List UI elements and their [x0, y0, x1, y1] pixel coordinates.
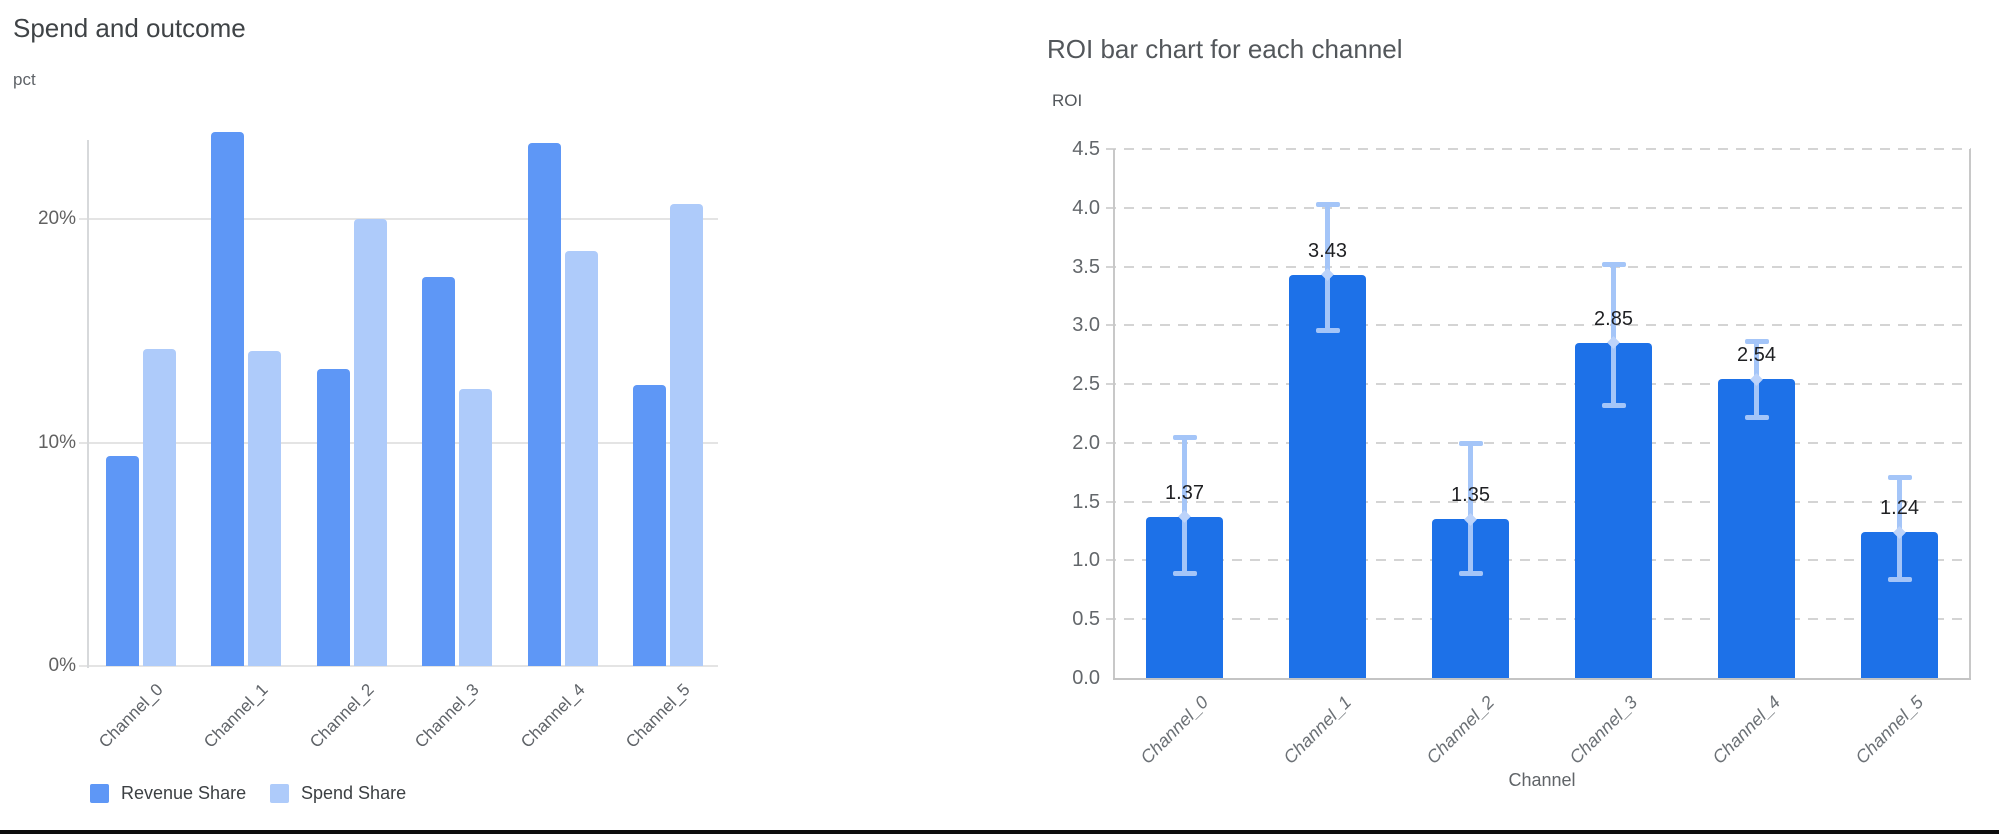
error-bar-line-Channel_3: [1611, 264, 1616, 406]
right-y-tick-label: 2.5: [1072, 373, 1100, 396]
right-x-axis-title: Channel: [1508, 770, 1576, 790]
spend-share-bar-Channel_0[interactable]: [142, 348, 176, 666]
spend-share-bar-Channel_3[interactable]: [459, 389, 493, 666]
error-bar-top-cap-Channel_1: [1315, 202, 1340, 208]
error-bar-bottom-cap-Channel_1: [1315, 328, 1340, 334]
revenue-share-bar-Channel_3[interactable]: [422, 277, 456, 666]
right-plot-left-border: [1113, 149, 1115, 678]
right-gridline-2.5: [1106, 383, 1971, 386]
error-bar-bottom-cap-Channel_4: [1744, 415, 1769, 421]
roi-value-label-Channel_4: 2.54: [1737, 344, 1776, 367]
right-gridline-0.5: [1106, 618, 1971, 621]
right-y-tick-label: 3.0: [1072, 314, 1100, 337]
error-bar-top-cap-Channel_5: [1887, 474, 1912, 480]
roi-value-label-Channel_2: 1.35: [1451, 484, 1490, 507]
right-x-axis-line: [1113, 678, 1971, 680]
legend-item-spend-share: Spend Share: [270, 783, 406, 804]
left-chart-title: Spend and outcome: [13, 13, 246, 43]
error-bar-bottom-cap-Channel_0: [1172, 571, 1197, 577]
revenue-share-bar-Channel_4[interactable]: [527, 143, 561, 666]
left-y-tick-label: 20%: [37, 208, 76, 230]
right-gridline-3.0: [1106, 324, 1971, 327]
revenue-share-bar-Channel_5[interactable]: [633, 384, 667, 666]
roi-chart: ROI bar chart for each channel ROI 0.0 0.…: [1000, 0, 1999, 838]
legend-item-revenue-share: Revenue Share: [90, 783, 246, 804]
right-y-tick-label: 1.5: [1072, 490, 1100, 513]
spend-share-bar-Channel_2[interactable]: [353, 219, 387, 666]
left-chart-legend: Revenue Share Spend Share: [0, 0, 780, 838]
roi-value-label-Channel_0: 1.37: [1165, 481, 1204, 504]
revenue-share-bar-Channel_1[interactable]: [211, 132, 245, 666]
right-y-tick-label: 2.0: [1072, 431, 1100, 454]
right-gridline-2.0: [1106, 441, 1971, 444]
roi-value-label-Channel_3: 2.85: [1594, 307, 1633, 330]
roi-bar-Channel_1[interactable]: [1289, 274, 1366, 678]
right-y-tick-label: 3.5: [1072, 255, 1100, 278]
roi-value-label-Channel_5: 1.24: [1880, 497, 1919, 520]
spend-legend-swatch-icon: [270, 784, 289, 803]
spend-share-bar-Channel_5[interactable]: [670, 203, 704, 666]
spend-share-bar-Channel_4[interactable]: [564, 250, 598, 666]
right-y-tick-label: 0.0: [1072, 667, 1100, 689]
left-y-tick-label: 0%: [48, 655, 76, 676]
spend-outcome-chart: Spend and outcome pct 0% 10% 20% Channel_0 C…: [0, 0, 780, 838]
bottom-border-line: [0, 830, 1999, 834]
right-gridline-1.0: [1106, 559, 1971, 562]
legend-label: Revenue Share: [121, 783, 247, 803]
error-bar-top-cap-Channel_3: [1601, 262, 1626, 268]
left-gridline-20%: [79, 218, 718, 221]
right-gridline-3.5: [1106, 265, 1971, 268]
right-gridline-4.0: [1106, 206, 1971, 209]
right-gridline-4.5: [1106, 148, 1971, 150]
spend-share-bar-Channel_1[interactable]: [248, 351, 282, 666]
roi-value-label-Channel_1: 3.43: [1308, 239, 1347, 262]
revenue-legend-swatch-icon: [90, 784, 109, 803]
left-plot-area: 0% 10% 20% Channel_0 Channel_1 Channel_2 Chann…: [0, 0, 780, 838]
right-gridline-1.5: [1106, 500, 1971, 503]
right-x-label-text: Channel_5: [1851, 692, 1928, 768]
error-bar-top-cap-Channel_4: [1744, 338, 1769, 344]
left-gridline-0%: [79, 665, 718, 667]
error-bar-top-cap-Channel_2: [1458, 440, 1483, 446]
right-x-label-Channel_5: Channel_5: [1724, 692, 1928, 768]
error-bar-line-Channel_1: [1325, 204, 1330, 331]
error-bar-line-Channel_0: [1182, 437, 1187, 574]
right-y-tick-label: 1.0: [1072, 549, 1100, 572]
error-bar-bottom-cap-Channel_5: [1887, 577, 1912, 583]
right-y-tick-label: 4.0: [1072, 196, 1100, 219]
left-y-axis-title: pct: [13, 70, 36, 89]
revenue-share-bar-Channel_0[interactable]: [105, 456, 139, 666]
right-chart-title: ROI bar chart for each channel: [1047, 34, 1403, 64]
right-plot-right-border: [1969, 149, 1971, 678]
left-gridline-10%: [79, 441, 718, 444]
left-y-tick-label: 10%: [37, 431, 76, 453]
right-y-tick-label: 4.5: [1072, 138, 1100, 160]
roi-bar-Channel_4[interactable]: [1718, 379, 1795, 678]
error-bar-top-cap-Channel_0: [1172, 435, 1197, 440]
left-y-axis-line: [87, 140, 89, 668]
right-y-tick-label: 0.5: [1072, 608, 1100, 631]
legend-label: Spend Share: [301, 783, 407, 803]
revenue-share-bar-Channel_2[interactable]: [316, 369, 350, 666]
error-bar-bottom-cap-Channel_2: [1458, 571, 1483, 577]
right-y-axis-title: ROI: [1052, 91, 1083, 110]
error-bar-line-Channel_2: [1468, 442, 1473, 574]
error-bar-bottom-cap-Channel_3: [1601, 403, 1626, 409]
